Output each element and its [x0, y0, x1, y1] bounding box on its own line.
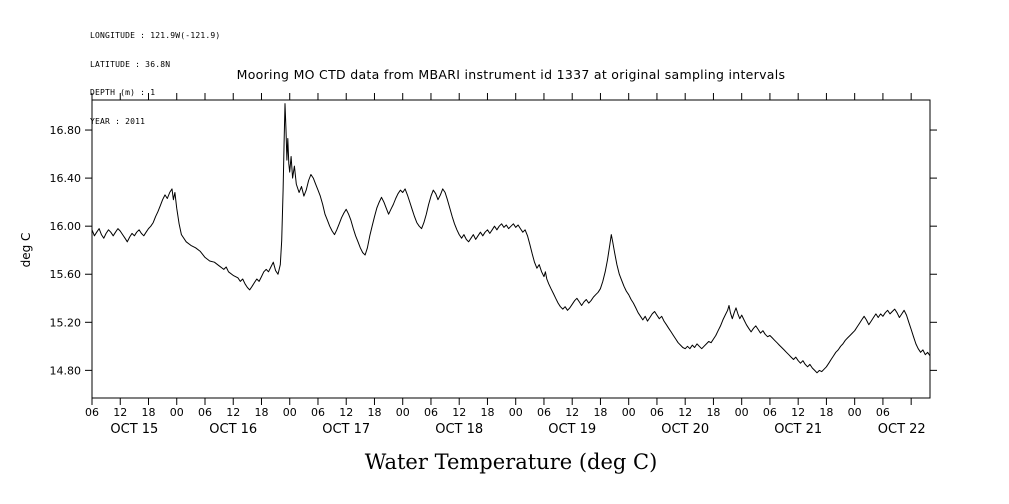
- x-tick-label: 06: [85, 406, 99, 419]
- x-tick-label: 12: [226, 406, 240, 419]
- x-tick-label: 00: [509, 406, 523, 419]
- x-tick-label: 06: [650, 406, 664, 419]
- x-date-label: OCT 17: [322, 422, 370, 437]
- x-tick-label: 00: [283, 406, 297, 419]
- temperature-line: [91, 103, 931, 374]
- x-tick-label: 18: [254, 406, 268, 419]
- metadata-year: YEAR : 2011: [90, 116, 146, 126]
- x-tick-label: 06: [198, 406, 212, 419]
- x-tick-label: 18: [480, 406, 494, 419]
- x-tick-label: 00: [396, 406, 410, 419]
- x-tick-label: 18: [367, 406, 381, 419]
- x-tick-label: 00: [170, 406, 184, 419]
- chart-title: Mooring MO CTD data from MBARI instrumen…: [236, 67, 786, 82]
- y-axis-label: deg C: [19, 233, 33, 268]
- y-tick-label: 16.40: [50, 172, 82, 185]
- y-tick-label: 15.20: [50, 316, 82, 329]
- y-tick-label: 14.80: [50, 364, 82, 377]
- metadata-latitude: LATITUDE : 36.8N: [90, 59, 171, 69]
- x-tick-label: 06: [763, 406, 777, 419]
- metadata-depth: DEPTH (m) : 1: [90, 88, 156, 97]
- x-tick-label: 00: [622, 406, 636, 419]
- y-tick-label: 16.80: [50, 124, 82, 137]
- x-tick-label: 06: [424, 406, 438, 419]
- x-tick-label: 18: [706, 406, 720, 419]
- x-date-label: OCT 16: [209, 422, 257, 437]
- x-tick-label: 00: [735, 406, 749, 419]
- y-tick-label: 16.00: [50, 220, 82, 233]
- x-tick-label: 00: [848, 406, 862, 419]
- x-tick-label: 12: [452, 406, 466, 419]
- x-tick-label: 18: [819, 406, 833, 419]
- x-date-label: OCT 18: [435, 422, 483, 437]
- x-date-label: OCT 19: [548, 422, 596, 437]
- x-date-label: OCT 21: [774, 422, 822, 437]
- x-tick-label: 12: [678, 406, 692, 419]
- plot-box: [91, 99, 931, 399]
- x-date-label: OCT 20: [661, 422, 709, 437]
- y-tick-label: 15.60: [50, 268, 82, 281]
- x-tick-label: 18: [593, 406, 607, 419]
- x-axis-title: Water Temperature (deg C): [364, 450, 658, 474]
- x-date-label: OCT 15: [110, 422, 158, 437]
- x-tick-label: 06: [311, 406, 325, 419]
- x-tick-label: 12: [339, 406, 353, 419]
- metadata-longitude: LONGITUDE : 121.9W(-121.9): [90, 31, 221, 40]
- x-tick-label: 12: [113, 406, 127, 419]
- x-tick-label: 12: [565, 406, 579, 419]
- x-tick-label: 12: [791, 406, 805, 419]
- x-date-label: OCT 22: [878, 422, 926, 437]
- x-tick-label: 06: [876, 406, 890, 419]
- x-tick-label: 18: [141, 406, 155, 419]
- x-tick-label: 06: [537, 406, 551, 419]
- station-metadata: LONGITUDE : 121.9W(-121.9) LATITUDE : 36…: [90, 12, 220, 145]
